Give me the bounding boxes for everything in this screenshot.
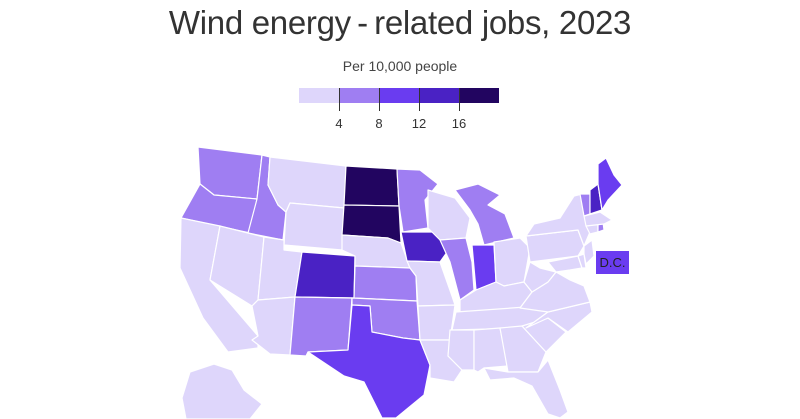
state-alaska <box>181 363 263 419</box>
legend-tick-label: 16 <box>451 116 467 131</box>
legend-tick <box>459 88 460 111</box>
state-florida <box>483 359 569 419</box>
legend-swatch-4 <box>419 88 459 103</box>
state-wyoming <box>283 202 345 251</box>
legend-tick <box>339 88 340 111</box>
state-maryland <box>547 255 583 273</box>
state-new-mexico <box>289 296 353 357</box>
state-illinois <box>439 237 475 301</box>
color-legend: 4 8 12 16 <box>299 88 499 132</box>
state-new-jersey <box>583 239 595 265</box>
legend-swatch-3 <box>379 88 419 103</box>
legend-swatch-2 <box>339 88 379 103</box>
state-massachusetts <box>583 211 613 227</box>
state-georgia <box>499 325 547 373</box>
state-minnesota <box>396 168 439 233</box>
legend-tick-label: 12 <box>411 116 427 131</box>
legend-tick-label: 4 <box>335 116 343 131</box>
legend-tick <box>379 88 380 111</box>
state-texas <box>307 304 431 419</box>
legend-subtitle: Per 10,000 people <box>342 58 458 74</box>
legend-swatch-5 <box>459 88 499 103</box>
dc-label: D.C. <box>599 255 626 270</box>
state-colorado <box>294 251 356 299</box>
state-michigan <box>454 183 515 246</box>
legend-tick <box>419 88 420 111</box>
state-north-dakota <box>343 165 400 207</box>
legend-tick-label: 8 <box>375 116 383 131</box>
map-title: Wind energy - related jobs, 2023 <box>168 4 632 41</box>
state-kansas <box>353 265 418 302</box>
state-mississippi <box>447 329 475 371</box>
legend-swatch-1 <box>299 88 339 103</box>
dc-inset-box: D.C. <box>595 250 630 275</box>
legend-scale <box>299 88 499 103</box>
state-montana <box>267 156 347 213</box>
state-maine <box>597 157 623 211</box>
state-delaware <box>577 253 587 269</box>
